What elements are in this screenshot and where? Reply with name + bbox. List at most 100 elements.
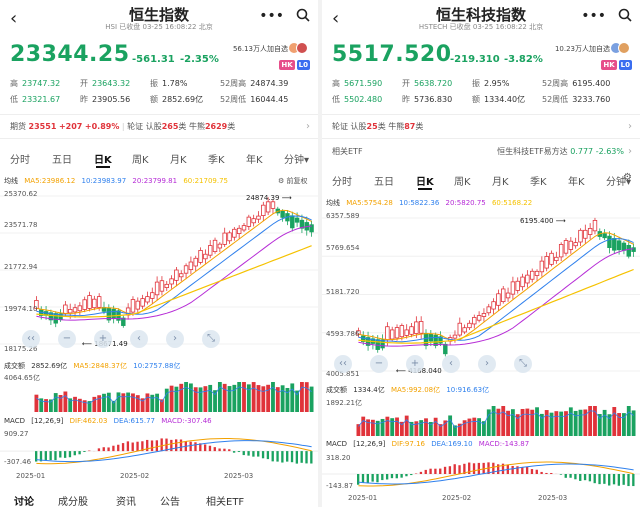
tab-related-etf[interactable]: 相关ETF bbox=[206, 497, 245, 507]
price-axis-label: 18175.26 bbox=[4, 345, 38, 353]
ma10-line bbox=[36, 215, 312, 317]
candle-body bbox=[121, 317, 126, 326]
volume-chart[interactable] bbox=[322, 406, 640, 436]
ma60-line bbox=[358, 268, 634, 344]
page-subtitle: HSI 已收盘 03-25 16:08:22 北京 bbox=[105, 23, 213, 31]
futures-row[interactable]: 期货 23551 +207 +0.89% | 轮证 认股265类 牛熊2629类 bbox=[10, 122, 236, 131]
volume-bar bbox=[203, 386, 208, 412]
volume-bar bbox=[179, 383, 184, 412]
zoom-out-icon[interactable]: ‹‹ bbox=[22, 330, 40, 348]
hk-badge: HK bbox=[601, 60, 617, 70]
chevron-right-icon[interactable]: › bbox=[628, 121, 632, 132]
minus-icon[interactable]: − bbox=[370, 355, 388, 373]
search-icon[interactable] bbox=[296, 8, 310, 26]
tab-intraday[interactable]: 分时 bbox=[332, 177, 352, 188]
volume-bar bbox=[174, 386, 179, 412]
macd-value: MACD:-307.46 bbox=[161, 417, 212, 425]
tab-intraday[interactable]: 分时 bbox=[10, 155, 30, 166]
collapse-icon[interactable]: ⤡ bbox=[514, 355, 532, 373]
candle-body bbox=[558, 244, 564, 258]
more-icon[interactable]: ••• bbox=[581, 8, 606, 24]
macd-axis-label: 909.27 bbox=[4, 430, 29, 438]
macd-bar bbox=[588, 474, 592, 482]
tab-announcements[interactable]: 公告 bbox=[160, 497, 180, 507]
back-icon[interactable]: ‹ bbox=[10, 8, 18, 29]
macd-bar bbox=[232, 451, 236, 453]
volume-axis-label: 1892.21亿 bbox=[326, 399, 362, 407]
candle-body bbox=[82, 299, 87, 310]
stats-row: 高 5671.590 开 5638.720 振 2.95% 52周高 6195.400 bbox=[332, 76, 632, 92]
tab-five-day[interactable]: 五日 bbox=[374, 177, 394, 188]
volume-bar bbox=[295, 390, 300, 412]
search-icon[interactable] bbox=[618, 8, 632, 26]
settings-icon[interactable]: ⚙ bbox=[623, 172, 632, 183]
volume-ma-line bbox=[358, 410, 634, 428]
candle-body bbox=[443, 343, 448, 355]
volume-bar bbox=[453, 425, 457, 436]
back-icon[interactable]: ‹ bbox=[332, 8, 340, 29]
tab-quarter-k[interactable]: 季K bbox=[530, 177, 547, 188]
tab-quarter-k[interactable]: 季K bbox=[208, 155, 225, 166]
macd-chart[interactable] bbox=[322, 452, 640, 492]
macd-bar bbox=[102, 447, 105, 452]
candle-body bbox=[145, 296, 150, 303]
tab-news[interactable]: 资讯 bbox=[116, 497, 136, 507]
tab-day-k[interactable]: 日K bbox=[94, 155, 112, 166]
volume-bar bbox=[622, 413, 626, 436]
collapse-icon[interactable]: ⤡ bbox=[202, 330, 220, 348]
tab-day-k[interactable]: 日K bbox=[416, 177, 434, 188]
tab-minute[interactable]: 分钟▾ bbox=[284, 155, 310, 166]
chevron-right-icon[interactable]: › bbox=[628, 146, 632, 157]
kline-chart[interactable] bbox=[322, 210, 640, 375]
stat-label: 振 bbox=[150, 79, 158, 88]
warrants-row[interactable]: 轮证 认股25类 牛熊87类 bbox=[332, 121, 423, 132]
plus-icon[interactable]: + bbox=[406, 355, 424, 373]
plus-icon[interactable]: + bbox=[94, 330, 112, 348]
tab-minute[interactable]: 分钟▾ bbox=[606, 177, 632, 188]
stat-label: 开 bbox=[80, 79, 88, 88]
volume-chart[interactable] bbox=[0, 382, 318, 412]
candle-body bbox=[111, 308, 116, 319]
chevron-left-icon[interactable]: ‹ bbox=[442, 355, 460, 373]
volume-bar bbox=[246, 384, 251, 412]
tab-year-k[interactable]: 年K bbox=[246, 155, 263, 166]
kline-chart[interactable] bbox=[0, 188, 318, 348]
macd-bar bbox=[395, 474, 398, 479]
stat-value: 3233.760 bbox=[572, 95, 611, 104]
minus-icon[interactable]: − bbox=[58, 330, 76, 348]
tab-week-k[interactable]: 周K bbox=[454, 177, 471, 188]
macd-bar bbox=[545, 472, 548, 474]
volume-value: 1334.4亿 bbox=[353, 386, 385, 394]
etf-quote[interactable]: 恒生科技ETF易方达 0.777 -2.63% bbox=[497, 146, 624, 157]
active-tab-indicator bbox=[418, 188, 432, 190]
more-icon[interactable]: ••• bbox=[259, 8, 284, 24]
candle-body bbox=[602, 233, 607, 239]
chevron-left-icon[interactable]: ‹ bbox=[130, 330, 148, 348]
volume-bar bbox=[602, 409, 607, 436]
tab-month-k[interactable]: 月K bbox=[170, 155, 187, 166]
macd-bar bbox=[497, 464, 500, 474]
volume-bar bbox=[428, 421, 433, 436]
volume-bar bbox=[375, 420, 380, 436]
tab-constituents[interactable]: 成分股 bbox=[58, 497, 88, 507]
macd-bar bbox=[525, 466, 529, 474]
stat-label: 开 bbox=[402, 79, 410, 88]
adjust-toggle[interactable]: ⚙ 前复权 bbox=[278, 177, 308, 185]
volume-bar bbox=[48, 399, 53, 412]
high-marker: 24874.39 ⟶ bbox=[246, 194, 292, 202]
chevron-right-icon[interactable]: › bbox=[306, 121, 310, 132]
tab-week-k[interactable]: 周K bbox=[132, 155, 149, 166]
macd-bar bbox=[535, 469, 538, 474]
zoom-out-icon[interactable]: ‹‹ bbox=[334, 355, 352, 373]
tab-month-k[interactable]: 月K bbox=[492, 177, 509, 188]
volume-bar bbox=[515, 414, 520, 436]
macd-dif: DIF:462.03 bbox=[69, 417, 108, 425]
chevron-right-icon[interactable]: › bbox=[478, 355, 496, 373]
candle-body bbox=[96, 296, 102, 308]
tab-discussion[interactable]: 讨论 bbox=[14, 497, 34, 507]
chevron-right-icon[interactable]: › bbox=[166, 330, 184, 348]
volume-bar bbox=[549, 412, 554, 436]
tab-year-k[interactable]: 年K bbox=[568, 177, 585, 188]
tab-five-day[interactable]: 五日 bbox=[52, 155, 72, 166]
macd-chart[interactable] bbox=[0, 428, 318, 470]
